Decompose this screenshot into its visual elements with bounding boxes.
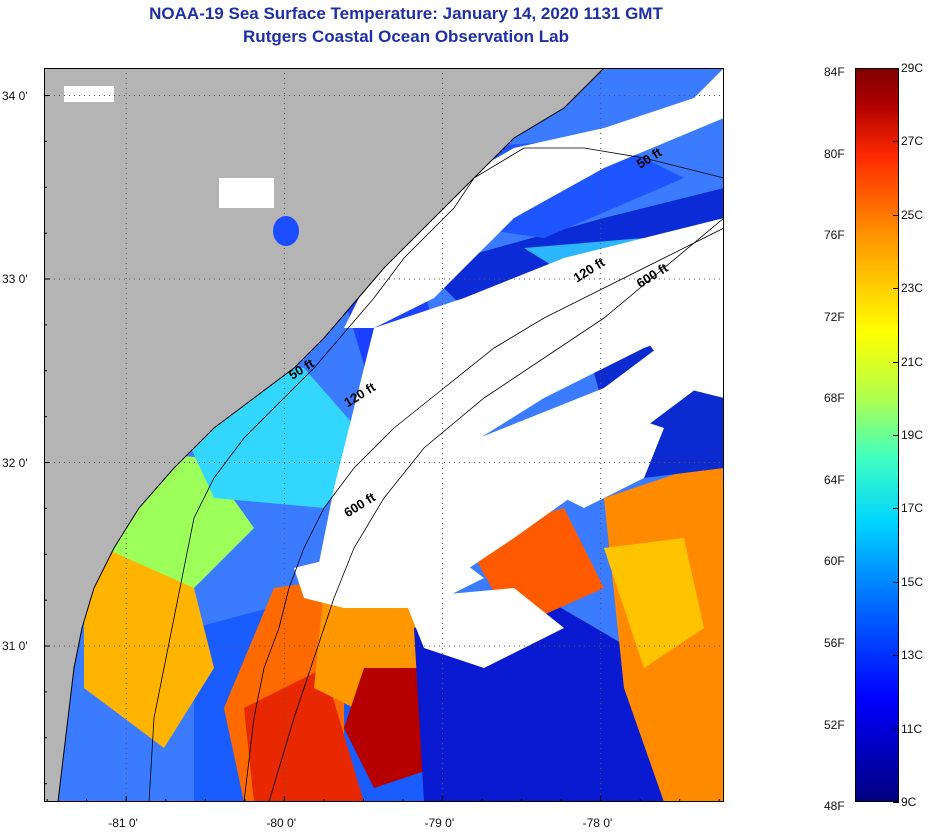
isobath-600ft	[268, 217, 724, 802]
colorbar-celsius-label: 21C	[901, 354, 924, 369]
colorbar-celsius-label: 25C	[901, 207, 924, 222]
colorbar-tick	[893, 68, 899, 69]
land-mass	[44, 68, 604, 802]
colorbar-fahrenheit-label: 68F	[824, 391, 845, 406]
colorbar-fahrenheit-label: 64F	[824, 472, 845, 487]
colorbar-fahrenheit-label: 72F	[824, 309, 845, 324]
colorbar-celsius-label: 11C	[901, 721, 923, 736]
lat-tick-label: 32 0'	[2, 455, 28, 470]
map-title: NOAA-19 Sea Surface Temperature: January…	[149, 4, 663, 23]
lon-tick-label: -78 0'	[582, 816, 613, 830]
colorbar-tick	[893, 655, 899, 657]
colorbar-fahrenheit-label: 60F	[824, 554, 845, 569]
colorbar-tick	[893, 728, 899, 730]
axis-ticks	[44, 95, 720, 802]
colorbar-celsius-label: 23C	[901, 281, 924, 296]
colorbar-celsius-label: 17C	[901, 501, 924, 516]
colorbar-tick	[893, 214, 899, 216]
colorbar-celsius-label: 13C	[901, 648, 924, 663]
colorbar-fahrenheit-label: 76F	[824, 228, 845, 243]
colorbar-celsius-label: 29C	[901, 61, 924, 75]
map-frame	[44, 68, 724, 802]
inland-water-1	[64, 86, 114, 102]
isobath-50ft	[148, 147, 724, 802]
colorbar-tick	[893, 361, 899, 363]
lon-tick-label: -80 0'	[266, 816, 297, 830]
colorbar-fahrenheit-label: 48F	[824, 799, 845, 814]
lat-tick-label: 34 0'	[2, 88, 28, 103]
colorbar-fahrenheit-label: 56F	[824, 635, 845, 650]
lon-tick-label: -81 0'	[108, 816, 138, 830]
inland-lake	[273, 216, 299, 246]
lat-tick-label: 33 0'	[2, 272, 28, 287]
colorbar-tick	[893, 141, 899, 143]
map-subtitle: Rutgers Coastal Ocean Observation Lab	[243, 27, 569, 46]
colorbar-tick	[893, 508, 899, 510]
isobath-120ft	[243, 227, 724, 802]
colorbar-celsius-label: 15C	[901, 574, 924, 589]
inland-water-2	[219, 178, 274, 208]
sst-map: 50 ft 50 ft 120 ft 120 ft 600 ft 600 ft	[44, 68, 724, 802]
colorbar-fahrenheit-label: 52F	[824, 717, 845, 732]
lat-tick-label: 31 0'	[2, 639, 28, 654]
colorbar-celsius-label: 27C	[901, 134, 924, 149]
colorbar-celsius-label: 19C	[901, 428, 924, 442]
colorbar-tick	[893, 288, 899, 290]
colorbar-tick	[893, 435, 899, 436]
map-grid	[44, 68, 724, 802]
colorbar-tick	[893, 802, 899, 803]
colorbar-tick	[893, 581, 899, 583]
colorbar-celsius-label: 9C	[901, 795, 917, 809]
colorbar-fahrenheit-label: 84F	[824, 65, 845, 80]
coastline	[57, 68, 605, 802]
colorbar-fahrenheit-label: 80F	[824, 146, 845, 161]
lon-tick-label: -79 0'	[424, 816, 455, 830]
